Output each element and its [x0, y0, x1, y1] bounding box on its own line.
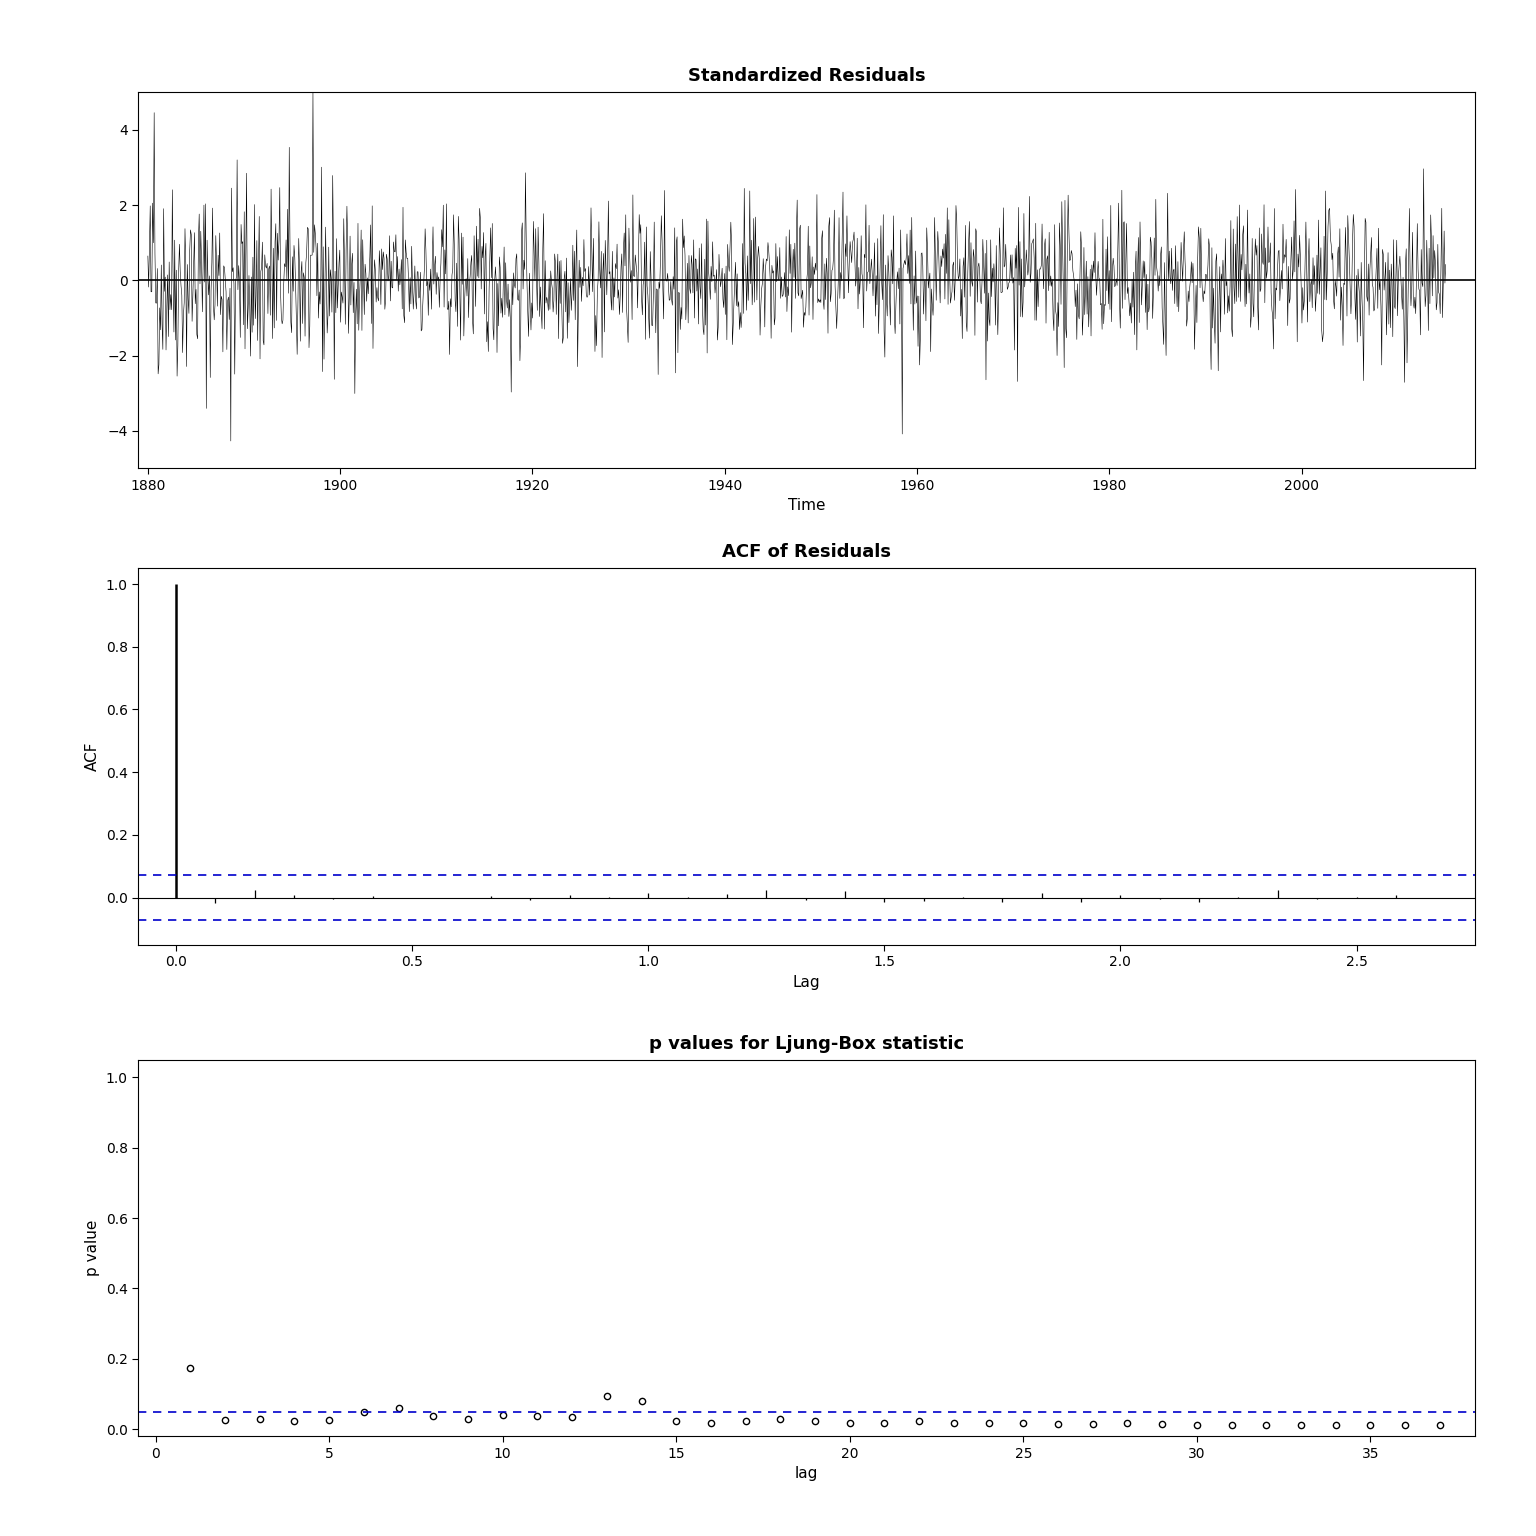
- X-axis label: Time: Time: [788, 499, 825, 513]
- Y-axis label: p value: p value: [86, 1220, 100, 1276]
- Y-axis label: ACF: ACF: [86, 742, 100, 771]
- Title: Standardized Residuals: Standardized Residuals: [688, 68, 925, 84]
- X-axis label: Lag: Lag: [793, 975, 820, 989]
- Title: p values for Ljung-Box statistic: p values for Ljung-Box statistic: [648, 1035, 965, 1052]
- X-axis label: lag: lag: [794, 1467, 819, 1481]
- Title: ACF of Residuals: ACF of Residuals: [722, 544, 891, 561]
